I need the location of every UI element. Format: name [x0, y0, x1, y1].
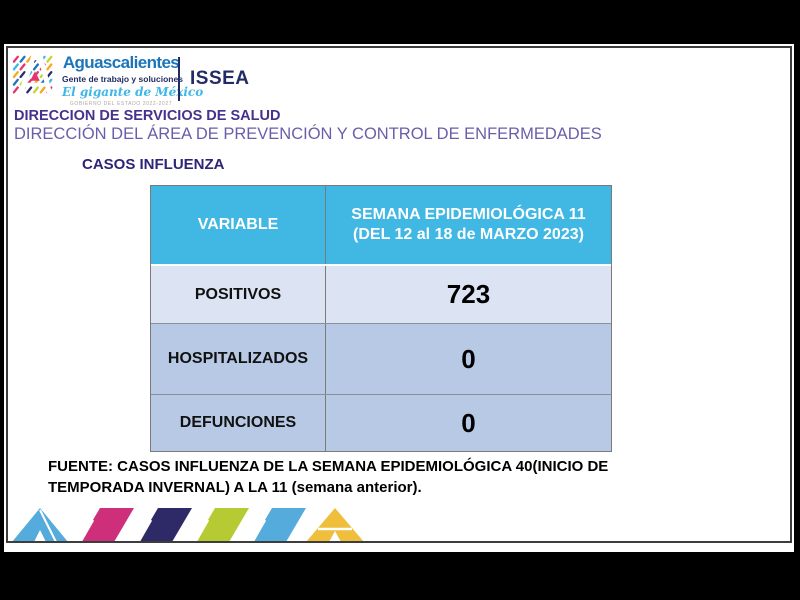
column-header-variable: VARIABLE [197, 216, 279, 233]
aguascalientes-a-logo-icon [12, 55, 53, 97]
table-header-row: VARIABLE SEMANA EPIDEMIOLÓGICA 11 (DEL 1… [151, 186, 611, 266]
deco-triangle-gold [306, 508, 364, 542]
slide: Aguascalientes Gente de trabajo y soluci… [4, 44, 794, 552]
source-note: FUENTE: CASOS INFLUENZA DE LA SEMANA EPI… [48, 458, 609, 496]
brand-name: Aguascalientes [62, 53, 180, 72]
brand-slogan: El gigante de México [62, 85, 204, 99]
row-value: 0 [325, 324, 611, 394]
table-row: DEFUNCIONES 0 [151, 394, 611, 451]
area-subtitle: DIRECCIÓN DEL ÁREA DE PREVENCIÓN Y CONTR… [14, 125, 602, 143]
logo-divider [178, 57, 180, 101]
section-title: CASOS INFLUENZA [82, 156, 225, 173]
row-value: 0 [325, 395, 611, 451]
brand-tagline: Gente de trabajo y soluciones [62, 74, 183, 84]
decorative-a-strip [12, 508, 364, 543]
deco-parallelogram-magenta [79, 508, 134, 542]
row-label: HOSPITALIZADOS [167, 350, 309, 367]
column-header-week: SEMANA EPIDEMIOLÓGICA 11 (DEL 12 al 18 d… [325, 186, 611, 264]
row-label: DEFUNCIONES [179, 414, 297, 431]
directorate-title: DIRECCION DE SERVICIOS DE SALUD [14, 108, 281, 124]
brand-government-line: GOBIERNO DEL ESTADO 2022-2027 [69, 101, 173, 107]
deco-parallelogram-navy [137, 508, 192, 542]
table-row: POSITIVOS 723 [151, 266, 611, 323]
brand-stack: Aguascalientes Gente de trabajo y soluci… [62, 53, 204, 107]
row-value: 723 [325, 266, 611, 323]
influenza-table: VARIABLE SEMANA EPIDEMIOLÓGICA 11 (DEL 1… [150, 185, 612, 452]
institute-acronym: ISSEA [190, 68, 250, 89]
deco-parallelogram-sky [251, 508, 306, 542]
row-label: POSITIVOS [194, 285, 282, 303]
deco-parallelogram-lime [194, 508, 249, 542]
deco-triangle-blue [12, 508, 68, 543]
table-row: HOSPITALIZADOS 0 [151, 323, 611, 394]
